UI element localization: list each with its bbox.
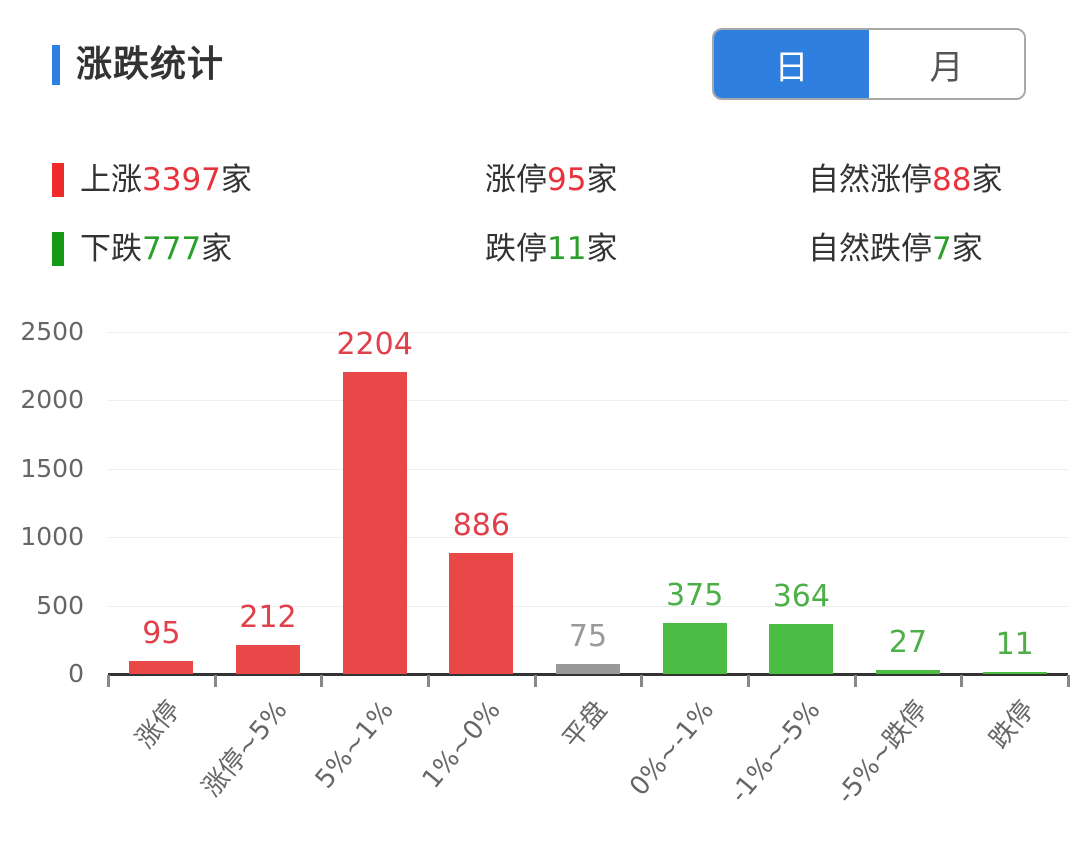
x-axis-tick bbox=[640, 675, 644, 687]
gridline bbox=[108, 605, 1068, 607]
stat-fall-value: 777 bbox=[142, 231, 202, 267]
gridline bbox=[108, 537, 1068, 539]
fall-marker bbox=[52, 232, 64, 266]
y-axis-label: 1000 bbox=[20, 522, 84, 552]
distribution-bar-chart: 0 500 1000 1500 2000 2500 95 涨停 212 涨停~5% 2204 5%~1… bbox=[0, 300, 1080, 845]
gridline bbox=[108, 332, 1068, 333]
x-axis-label: -5%~跌停 bbox=[830, 695, 934, 810]
x-axis-tick bbox=[533, 675, 537, 687]
stat-rise: 上涨3397家 bbox=[80, 162, 252, 198]
bar-value-label: 11 bbox=[995, 627, 1034, 662]
bar-4[interactable] bbox=[556, 663, 620, 674]
x-axis-label: 5%~1% bbox=[310, 695, 401, 795]
bar-1[interactable] bbox=[236, 644, 300, 674]
bar-5[interactable] bbox=[662, 622, 727, 674]
bar-value-label: 886 bbox=[452, 507, 510, 543]
stat-rise-value: 3397 bbox=[142, 162, 221, 198]
x-axis-label: 跌停 bbox=[983, 695, 1041, 755]
bar-3[interactable] bbox=[449, 552, 514, 674]
bar-value-label: 2204 bbox=[336, 327, 413, 363]
stat-natural-limit-up-value: 88 bbox=[932, 162, 972, 198]
x-axis-tick bbox=[213, 675, 217, 687]
bar-value-label: 212 bbox=[239, 599, 297, 635]
x-axis-tick bbox=[960, 675, 964, 687]
stat-natural-limit-down: 自然跌停7家 bbox=[808, 231, 983, 267]
stat-limit-up-value: 95 bbox=[547, 162, 587, 198]
x-axis-tick bbox=[853, 675, 857, 687]
bar-7[interactable] bbox=[876, 670, 940, 674]
bar-0[interactable] bbox=[129, 661, 194, 674]
page-title: 涨跌统计 bbox=[76, 44, 225, 85]
bar-value-label: 364 bbox=[772, 579, 830, 615]
rise-marker bbox=[52, 163, 64, 197]
toggle-month[interactable]: 月 bbox=[869, 30, 1024, 98]
x-axis-label: 0%~-1% bbox=[624, 695, 721, 802]
x-axis-label: -1%~-5% bbox=[724, 695, 827, 809]
y-axis-label: 0 bbox=[68, 659, 84, 688]
gridline bbox=[108, 400, 1068, 402]
stat-limit-down-value: 11 bbox=[547, 231, 587, 267]
x-axis-tick bbox=[427, 675, 430, 687]
stat-natural-limit-down-value: 7 bbox=[932, 231, 952, 267]
toggle-day[interactable]: 日 bbox=[714, 30, 869, 98]
x-axis-line bbox=[108, 673, 1068, 676]
bar-8[interactable] bbox=[982, 672, 1047, 674]
stat-limit-up: 涨停95家 bbox=[485, 162, 618, 198]
bar-6[interactable] bbox=[769, 624, 834, 674]
stat-limit-down: 跌停11家 bbox=[485, 231, 618, 267]
gridline bbox=[108, 468, 1068, 470]
x-axis-label: 1%~0% bbox=[416, 695, 507, 795]
y-axis-label: 500 bbox=[36, 590, 84, 620]
y-axis-label: 2000 bbox=[20, 385, 84, 415]
bar-value-label: 27 bbox=[888, 625, 928, 661]
bar-value-label: 75 bbox=[568, 618, 608, 654]
x-axis-label: 涨停~5% bbox=[196, 695, 294, 803]
bar-2[interactable] bbox=[342, 372, 407, 674]
x-axis-tick bbox=[747, 675, 750, 687]
y-axis-label: 2500 bbox=[20, 317, 84, 346]
bar-value-label: 375 bbox=[666, 577, 724, 613]
x-axis-tick bbox=[1067, 675, 1070, 687]
x-axis-label: 平盘 bbox=[557, 695, 614, 755]
bar-value-label: 95 bbox=[142, 616, 181, 651]
x-axis-tick bbox=[107, 675, 110, 687]
stat-natural-limit-up: 自然涨停88家 bbox=[808, 162, 1003, 198]
stat-fall: 下跌777家 bbox=[80, 231, 233, 267]
period-toggle[interactable]: 日 月 bbox=[712, 28, 1026, 100]
x-axis-tick bbox=[320, 675, 324, 687]
y-axis-label: 1500 bbox=[20, 453, 84, 483]
x-axis-label: 涨停 bbox=[130, 695, 187, 755]
title-accent-bar bbox=[52, 45, 60, 85]
